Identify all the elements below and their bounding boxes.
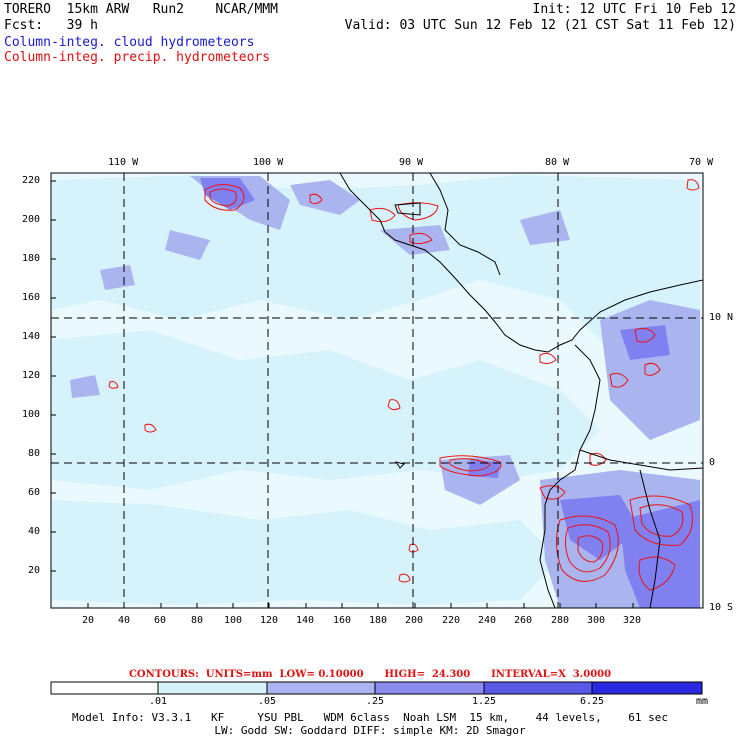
lat-label-10s: 10 S	[709, 602, 734, 613]
lon-label-90w: 90 W	[399, 157, 424, 168]
x-tick: 320	[623, 615, 642, 626]
lat-label-eq: 0	[709, 457, 716, 468]
colorbar-bin	[266, 681, 376, 695]
colorbar-label: .25	[365, 696, 385, 707]
forecast-hour: Fcst: 39 h	[4, 18, 98, 33]
colorbar-bin	[374, 681, 485, 695]
x-tick: 80	[191, 615, 204, 626]
y-tick: 80	[28, 448, 41, 459]
x-tick: 180	[369, 615, 388, 626]
colorbar-unit: mm	[695, 696, 709, 707]
contour-info: CONTOURS: UNITS=mm LOW= 0.10000 HIGH= 24…	[128, 669, 612, 680]
x-tick: 160	[333, 615, 352, 626]
y-tick: 220	[22, 175, 41, 186]
colorbar-bin	[483, 681, 593, 695]
colorbar-label: .01	[148, 696, 168, 707]
x-tick: 140	[296, 615, 315, 626]
lat-label-10n: 10 N	[709, 312, 734, 323]
model-info-line2: LW: Godd SW: Goddard DIFF: simple KM: 2D…	[214, 724, 526, 737]
colorbar-bin	[157, 681, 268, 695]
lon-label-110w: 110 W	[108, 157, 139, 168]
x-tick: 20	[82, 615, 95, 626]
x-tick: 240	[478, 615, 497, 626]
lon-label-80w: 80 W	[545, 157, 570, 168]
y-tick: 140	[22, 331, 41, 342]
y-tick: 100	[22, 409, 41, 420]
latlon-grid	[51, 173, 703, 608]
colorbar-bin	[50, 681, 159, 695]
colorbar-label: 6.25	[579, 696, 605, 707]
x-tick: 260	[514, 615, 533, 626]
y-tick: 160	[22, 292, 41, 303]
y-tick: 20	[28, 565, 41, 576]
map-frame	[50, 172, 704, 609]
init-time: Init: 12 UTC Fri 10 Feb 12	[532, 2, 737, 17]
x-tick: 280	[551, 615, 570, 626]
x-tick: 60	[154, 615, 167, 626]
lon-label-70w: 70 W	[689, 157, 714, 168]
y-tick: 40	[28, 526, 41, 537]
lon-label-100w: 100 W	[253, 157, 284, 168]
colorbar	[50, 681, 703, 695]
model-info-line1: Model Info: V3.3.1 KF YSU PBL WDM 6class…	[71, 711, 669, 724]
x-tick: 120	[260, 615, 279, 626]
x-tick: 220	[442, 615, 461, 626]
coastlines	[339, 173, 703, 608]
colorbar-label: .05	[257, 696, 277, 707]
colorbar-label: 1.25	[471, 696, 497, 707]
y-tick: 60	[28, 487, 41, 498]
y-tick: 180	[22, 253, 41, 264]
field-label-precip: Column-integ. precip. hydrometeors	[4, 50, 271, 65]
x-tick: 40	[118, 615, 131, 626]
valid-time: Valid: 03 UTC Sun 12 Feb 12 (21 CST Sat …	[344, 18, 736, 33]
field-label-cloud: Column-integ. cloud hydrometeors	[4, 35, 255, 50]
x-tick: 100	[224, 615, 243, 626]
colorbar-bin	[591, 681, 703, 695]
x-tick: 300	[587, 615, 606, 626]
model-run-title: TORERO 15km ARW Run2 NCAR/MMM	[4, 2, 278, 17]
axis-tick-marks	[51, 180, 634, 608]
y-tick: 120	[22, 370, 41, 381]
y-tick: 200	[22, 214, 41, 225]
x-tick: 200	[405, 615, 424, 626]
